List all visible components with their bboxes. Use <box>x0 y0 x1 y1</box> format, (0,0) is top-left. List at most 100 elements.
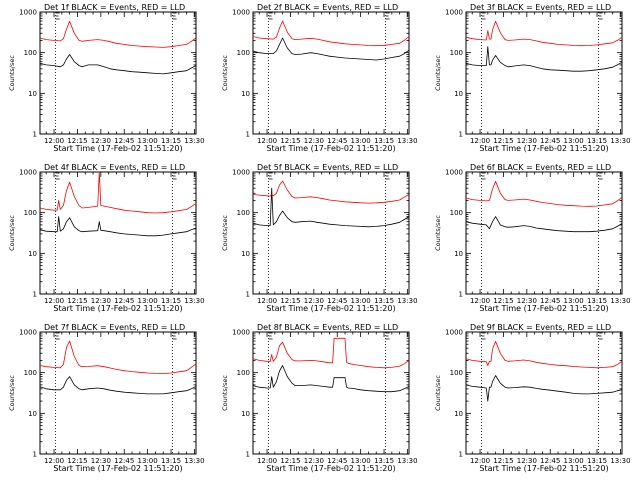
y-tick-label: 100 <box>450 209 463 217</box>
x-tick-label: 13:00 <box>564 297 584 305</box>
x-tick-label: 13:30 <box>397 137 417 145</box>
x-tick-label: 12:00 <box>257 297 277 305</box>
y-axis-label: Counts/sec <box>8 215 16 251</box>
x-tick-label: 13:30 <box>184 297 204 305</box>
x-tick-label: 12:15 <box>280 137 300 145</box>
x-tick-label: 13:30 <box>184 137 204 145</box>
y-tick-label: 1000 <box>19 169 37 177</box>
y-tick-label: 1 <box>459 451 463 459</box>
y-tick-label: 1 <box>246 131 250 139</box>
x-tick-label: 12:45 <box>114 297 134 305</box>
plot-frame <box>39 11 197 135</box>
x-tick-label: 13:00 <box>351 297 371 305</box>
events-trace <box>39 216 197 237</box>
y-tick-label: 1000 <box>232 329 250 337</box>
x-tick-label: 13:15 <box>374 137 394 145</box>
edge-marker-icon <box>55 12 60 20</box>
edge-marker-icon <box>481 172 486 180</box>
plot-frame <box>252 331 410 455</box>
y-tick-label: 1000 <box>445 169 463 177</box>
x-tick-label: 13:30 <box>397 457 417 465</box>
x-tick-label: 12:30 <box>304 297 324 305</box>
x-tick-label: 13:15 <box>587 137 607 145</box>
y-tick-label: 10 <box>28 410 37 418</box>
y-tick-label: 1 <box>459 291 463 299</box>
edge-marker-icon <box>385 332 390 340</box>
x-axis-label: Start Time (17-Feb-02 11:51:20) <box>479 144 608 153</box>
edge-marker-icon <box>385 172 390 180</box>
edge-marker-icon <box>172 12 177 20</box>
x-tick-label: 13:00 <box>351 457 371 465</box>
x-tick-label: 13:30 <box>610 457 630 465</box>
edge-marker-icon <box>598 12 603 20</box>
edge-marker-icon <box>268 332 273 340</box>
x-tick-label: 12:00 <box>44 137 64 145</box>
panel-title: Det 8f BLACK = Events, RED = LLD <box>257 323 398 332</box>
detector-panel: Det 8f BLACK = Events, RED = LLD 1 10 100 10… <box>221 323 418 473</box>
y-tick-label: 1000 <box>19 329 37 337</box>
x-tick-label: 12:45 <box>114 457 134 465</box>
y-tick-label: 1000 <box>19 9 37 17</box>
lld-trace <box>465 180 623 207</box>
x-tick-label: 12:15 <box>67 137 87 145</box>
edge-marker-icon <box>481 12 486 20</box>
edge-marker-icon <box>481 332 486 340</box>
y-tick-label: 100 <box>24 49 37 57</box>
y-tick-label: 100 <box>24 369 37 377</box>
panel-title: Det 4f BLACK = Events, RED = LLD <box>44 163 185 172</box>
x-axis-label: Start Time (17-Feb-02 11:51:20) <box>53 464 182 473</box>
lld-trace <box>39 171 197 214</box>
x-tick-label: 12:15 <box>67 457 87 465</box>
detector-panel: Det 6f BLACK = Events, RED = LLD 1 10 100 10… <box>434 163 631 313</box>
edge-marker-icon <box>55 172 60 180</box>
y-tick-label: 1000 <box>445 329 463 337</box>
x-tick-label: 13:15 <box>374 457 394 465</box>
y-axis-label: Counts/sec <box>221 55 229 91</box>
y-tick-label: 10 <box>241 410 250 418</box>
x-axis-label: Start Time (17-Feb-02 11:51:20) <box>53 304 182 313</box>
y-tick-label: 1 <box>33 131 37 139</box>
x-tick-label: 13:00 <box>138 457 158 465</box>
events-trace <box>465 375 623 402</box>
y-tick-label: 10 <box>241 90 250 98</box>
x-tick-label: 12:30 <box>304 457 324 465</box>
panel-title: Det 2f BLACK = Events, RED = LLD <box>257 3 398 12</box>
x-axis-label: Start Time (17-Feb-02 11:51:20) <box>266 304 395 313</box>
plot-frame <box>39 171 197 295</box>
plot-frame <box>252 11 410 135</box>
detector-panel: Det 2f BLACK = Events, RED = LLD 1 10 100 10… <box>221 3 418 153</box>
x-tick-label: 12:30 <box>517 137 537 145</box>
x-tick-label: 12:30 <box>304 137 324 145</box>
x-tick-label: 13:15 <box>161 297 181 305</box>
y-axis-label: Counts/sec <box>221 375 229 411</box>
y-tick-label: 10 <box>454 250 463 258</box>
x-tick-label: 12:45 <box>327 137 347 145</box>
x-tick-label: 13:00 <box>138 297 158 305</box>
x-tick-label: 12:15 <box>493 457 513 465</box>
events-trace <box>252 187 410 228</box>
x-axis-label: Start Time (17-Feb-02 11:51:20) <box>266 144 395 153</box>
x-tick-label: 13:30 <box>610 137 630 145</box>
y-tick-label: 10 <box>454 90 463 98</box>
y-axis-label: Counts/sec <box>434 55 442 91</box>
y-axis-label: Counts/sec <box>434 215 442 251</box>
edge-marker-icon <box>268 12 273 20</box>
lld-trace <box>252 20 410 47</box>
x-tick-label: 12:30 <box>517 297 537 305</box>
y-tick-label: 10 <box>28 250 37 258</box>
detector-panel: Det 4f BLACK = Events, RED = LLD 1 10 100 10… <box>8 163 205 313</box>
events-trace <box>252 365 410 393</box>
plot-frame <box>39 331 197 455</box>
x-tick-label: 12:00 <box>44 457 64 465</box>
x-tick-label: 12:15 <box>67 297 87 305</box>
x-tick-label: 13:30 <box>184 457 204 465</box>
panel-title: Det 6f BLACK = Events, RED = LLD <box>470 163 611 172</box>
y-tick-label: 100 <box>237 49 250 57</box>
y-axis-label: Counts/sec <box>8 55 16 91</box>
edge-marker-icon <box>598 172 603 180</box>
x-tick-label: 12:30 <box>91 297 111 305</box>
y-axis-label: Counts/sec <box>8 375 16 411</box>
y-tick-label: 100 <box>450 49 463 57</box>
y-tick-label: 1 <box>246 451 250 459</box>
